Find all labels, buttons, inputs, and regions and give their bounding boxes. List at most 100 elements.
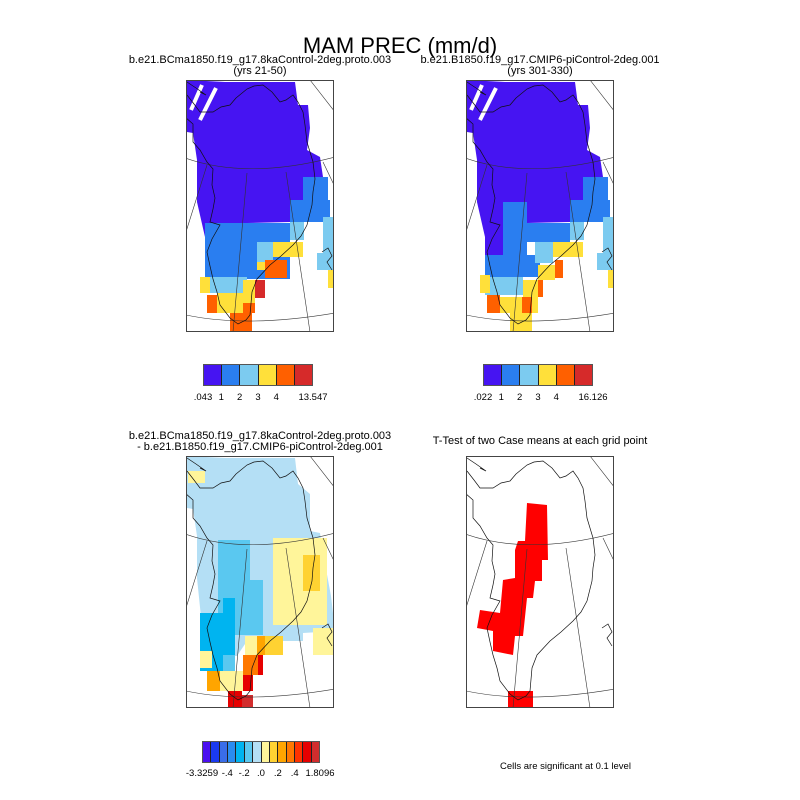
greenland-coastline <box>466 81 613 325</box>
missing-data-gap <box>189 84 218 121</box>
grid-cell <box>328 270 334 288</box>
grid-cell <box>228 691 242 708</box>
graticule-lines <box>466 456 614 708</box>
map-canvas <box>186 456 334 708</box>
grid-cell <box>245 636 257 655</box>
grid-cell <box>487 295 500 313</box>
map-panel-ttest <box>466 456 614 708</box>
grid-cell-region <box>187 80 323 255</box>
grid-cell <box>522 297 532 313</box>
map-panel-case2 <box>466 80 614 332</box>
colorbar-case2 <box>483 364 593 386</box>
grid-cell <box>570 222 584 240</box>
grid-cell <box>538 280 543 297</box>
colorbar-tick-label: .043 <box>193 392 213 403</box>
grid-cell <box>508 691 533 708</box>
grid-cell <box>500 297 522 313</box>
grid-cell <box>265 636 283 655</box>
colorbar-difference <box>202 741 320 763</box>
grid-cell <box>223 598 235 655</box>
graticule-lines <box>186 456 334 708</box>
grid-cell <box>243 655 258 675</box>
grid-cell <box>527 223 570 242</box>
grid-cell <box>485 277 523 295</box>
colorbar-box <box>278 742 287 762</box>
colorbar-box <box>276 365 295 385</box>
graticule-lines <box>466 80 614 332</box>
grid-cell <box>303 555 320 591</box>
map-frame <box>186 456 334 708</box>
map-panel-case1 <box>186 80 334 332</box>
grid-cell <box>188 471 205 483</box>
colorbar-box <box>538 365 557 385</box>
grid-cell <box>257 242 273 263</box>
colorbar-box <box>286 742 295 762</box>
colorbar-tick-label: .4 <box>290 768 299 779</box>
colorbar-tick-label: -3.3259 <box>185 768 219 779</box>
colorbar-box <box>520 365 539 385</box>
colorbar-box <box>240 365 259 385</box>
significance-note: Cells are significant at 0.1 level <box>500 761 631 772</box>
grid-cell <box>503 202 527 255</box>
grid-cell <box>207 671 220 691</box>
colorbar-box <box>303 742 312 762</box>
grid-cell <box>257 636 265 655</box>
panel-1-title: b.e21.BCma1850.f19_g17.8kaControl-2deg.p… <box>128 54 392 66</box>
colorbar-tick-label: 13.547 <box>298 392 328 403</box>
grid-cell <box>313 628 334 655</box>
grid-cell <box>555 260 563 278</box>
colorbar-box <box>222 365 241 385</box>
graticule-lines <box>186 80 334 332</box>
colorbar-box <box>502 365 521 385</box>
grid-cell <box>570 200 610 222</box>
grid-cell <box>242 695 253 708</box>
colorbar-tick-label: -.4 <box>221 768 233 779</box>
colorbar-box <box>261 742 270 762</box>
grid-cell <box>205 277 247 293</box>
grid-cell <box>265 260 287 278</box>
map-panel-difference <box>186 456 334 708</box>
grid-cell <box>258 655 263 675</box>
figure-title: MAM PREC (mm/d) <box>302 33 498 58</box>
panel-4-title: T-Test of two Case means at each grid po… <box>432 435 648 447</box>
colorbar-tick-label: 4 <box>273 392 279 403</box>
panel-3-subtitle: - b.e21.B1850.f19_g17.CMIP6-piControl-2d… <box>137 441 383 453</box>
grid-cell-region <box>467 80 603 255</box>
colorbar-case1 <box>203 364 313 386</box>
grid-cell <box>217 293 243 313</box>
colorbar-box <box>311 742 320 762</box>
greenland-coastline <box>466 457 613 701</box>
grid-cell <box>223 655 235 671</box>
colorbar-box <box>228 742 237 762</box>
grid-cell <box>480 275 490 293</box>
grid-cell <box>257 262 265 270</box>
grid-cell <box>200 651 212 668</box>
panel-1-subtitle: (yrs 21-50) <box>233 65 287 77</box>
grid-cell <box>255 280 265 298</box>
panel-3-title: b.e21.BCma1850.f19_g17.8kaControl-2deg.p… <box>128 430 392 442</box>
grid-cell <box>250 580 263 635</box>
colorbar-difference-labels: -3.3259 -.4 -.2 .0 .2 .4 1.8096 <box>186 768 335 780</box>
colorbar-tick-label: .0 <box>257 768 265 779</box>
colorbar-tick-label: 4 <box>553 392 559 403</box>
map-canvas <box>186 80 334 332</box>
colorbar-tick-label: 2 <box>517 392 523 403</box>
colorbar-tick-label: 3 <box>255 392 261 403</box>
colorbar-tick-label: 2 <box>237 392 243 403</box>
colorbar-box <box>203 742 212 762</box>
colorbar-box <box>219 742 229 762</box>
greenland-coastline <box>186 81 333 325</box>
colorbar-box <box>204 365 223 385</box>
greenland-coastline <box>186 457 333 701</box>
colorbar-box <box>253 742 262 762</box>
colorbar-box <box>236 742 245 762</box>
colorbar-box <box>258 365 277 385</box>
colorbar-box <box>244 742 254 762</box>
grid-cell <box>290 222 304 240</box>
colorbar-box <box>294 742 304 762</box>
grid-cell <box>538 265 555 280</box>
map-frame <box>186 80 334 332</box>
panel-2-title: b.e21.B1850.f19_g17.CMIP6-piControl-2deg… <box>420 54 660 66</box>
grid-cell <box>535 242 553 263</box>
map-frame <box>466 456 614 708</box>
